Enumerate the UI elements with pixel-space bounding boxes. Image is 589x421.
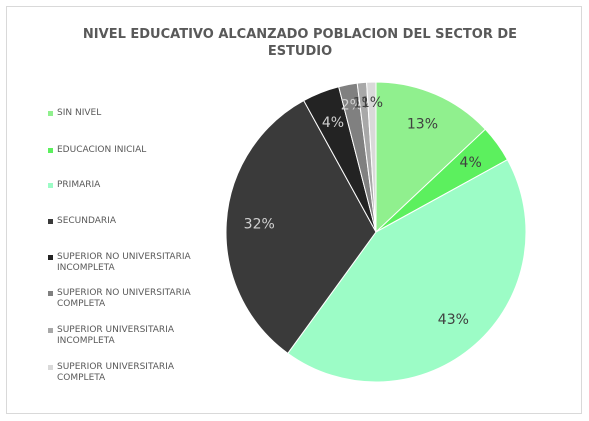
pie-slice xyxy=(225,99,377,355)
legend-item: SUPERIOR NO UNIVERSITARIA INCOMPLETA xyxy=(48,252,198,274)
legend-item: SECUNDARIA xyxy=(48,216,198,227)
data-label: 43% xyxy=(438,312,469,328)
pie-slice xyxy=(366,81,377,233)
legend-label: SUPERIOR NO UNIVERSITARIA INCOMPLETA xyxy=(57,252,191,273)
data-label: 32% xyxy=(244,217,275,233)
legend-item: SUPERIOR UNIVERSITARIA COMPLETA xyxy=(48,362,198,384)
legend-label: SUPERIOR UNIVERSITARIA COMPLETA xyxy=(57,362,174,383)
legend-label: EDUCACION INICIAL xyxy=(57,145,147,155)
legend-swatch xyxy=(48,291,53,296)
pie-slice xyxy=(287,159,527,383)
legend-swatch xyxy=(48,328,53,333)
legend-swatch xyxy=(48,255,53,260)
legend-swatch xyxy=(48,148,53,153)
legend-swatch xyxy=(48,365,53,370)
data-label: 13% xyxy=(407,117,438,133)
legend-swatch xyxy=(48,183,53,188)
legend-label: PRIMARIA xyxy=(57,180,101,190)
legend-item: EDUCACION INICIAL xyxy=(48,145,198,156)
data-label: 1% xyxy=(361,95,383,111)
chart-title: NIVEL EDUCATIVO ALCANZADO POBLACION DEL … xyxy=(82,27,518,59)
legend-item: SUPERIOR NO UNIVERSITARIA COMPLETA xyxy=(48,288,198,310)
data-label: 2% xyxy=(341,97,363,113)
legend-label: SUPERIOR UNIVERSITARIA INCOMPLETA xyxy=(57,325,174,346)
legend-label: SECUNDARIA xyxy=(57,216,116,226)
chart-frame xyxy=(6,6,582,414)
legend-label: SUPERIOR NO UNIVERSITARIA COMPLETA xyxy=(57,288,191,309)
pie-slice xyxy=(375,81,487,234)
legend-item: PRIMARIA xyxy=(48,180,198,191)
data-label: 4% xyxy=(460,155,482,171)
data-label: 4% xyxy=(322,115,344,131)
legend-label: SIN NIVEL xyxy=(57,108,102,118)
legend-item: SUPERIOR UNIVERSITARIA INCOMPLETA xyxy=(48,325,198,347)
legend-item: SIN NIVEL xyxy=(48,108,198,119)
legend-swatch xyxy=(48,219,53,224)
legend-swatch xyxy=(48,111,53,116)
